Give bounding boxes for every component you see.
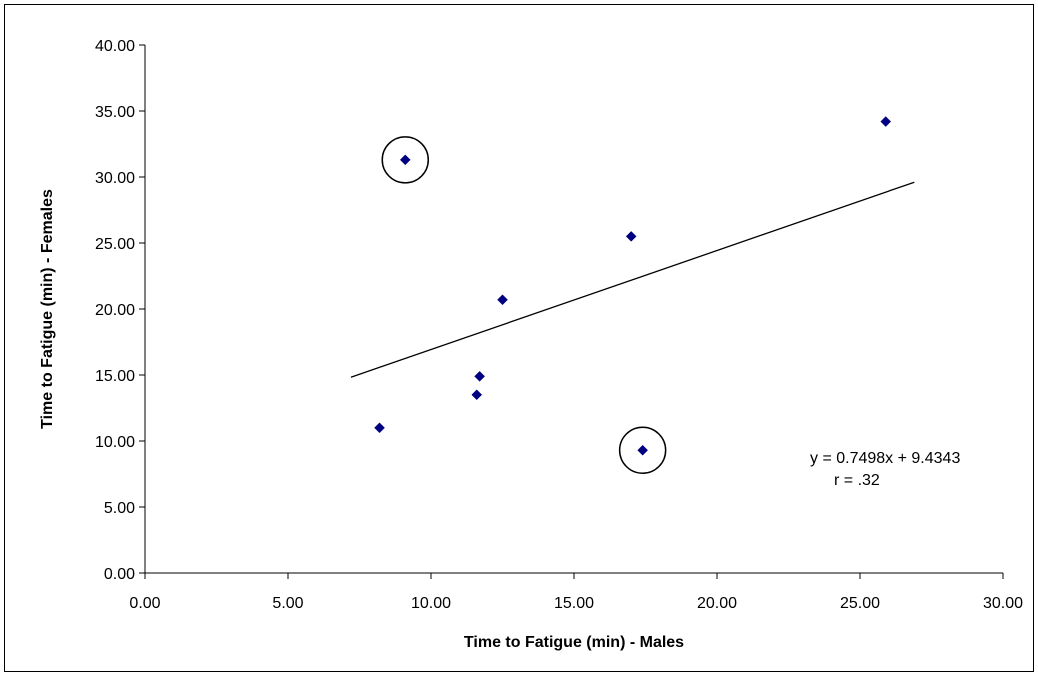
trendline-equation: y = 0.7498x + 9.4343 <box>810 450 960 467</box>
x-tick-label: 5.00 <box>272 595 303 612</box>
y-tick-labels: 0.00 5.00 10.00 15.00 20.00 25.00 30.00 35.00 40… <box>95 38 135 583</box>
x-tick-label: 25.00 <box>840 595 880 612</box>
x-tick-labels: 0.00 5.00 10.00 15.00 20.00 25.00 30.00 <box>129 595 1023 612</box>
highlight-circle <box>381 136 430 184</box>
trendline-group <box>350 181 915 378</box>
y-tick-label: 40.00 <box>95 38 135 55</box>
y-tick-label: 35.00 <box>95 104 135 121</box>
data-points <box>374 116 892 456</box>
trendline <box>350 181 915 378</box>
x-tick-label: 30.00 <box>983 595 1023 612</box>
data-point <box>625 231 637 242</box>
x-tick-label: 20.00 <box>697 595 737 612</box>
highlight-circles <box>381 136 667 474</box>
y-tick-label: 15.00 <box>95 368 135 385</box>
y-tick-label: 10.00 <box>95 434 135 451</box>
data-point <box>637 444 648 456</box>
data-point <box>474 370 485 382</box>
data-point <box>880 116 892 127</box>
data-point <box>471 389 483 401</box>
chart-frame <box>4 4 1034 672</box>
data-point <box>399 154 411 166</box>
data-point <box>374 422 385 434</box>
y-tick-label: 30.00 <box>95 170 135 187</box>
y-axis-title: Time to Fatigue (min) - Females <box>39 189 56 429</box>
x-tick-label: 0.00 <box>129 595 160 612</box>
correlation-label: r = .32 <box>834 472 880 489</box>
x-tick-label: 15.00 <box>554 595 594 612</box>
data-point <box>497 294 508 306</box>
y-tick-label: 5.00 <box>104 500 135 517</box>
x-tick-label: 10.00 <box>411 595 451 612</box>
y-tick-label: 25.00 <box>95 236 135 253</box>
axes <box>139 44 1004 579</box>
x-axis-title: Time to Fatigue (min) - Males <box>464 634 684 651</box>
y-tick-label: 20.00 <box>95 302 135 319</box>
y-tick-label: 0.00 <box>104 566 135 583</box>
highlight-circle <box>618 426 667 474</box>
